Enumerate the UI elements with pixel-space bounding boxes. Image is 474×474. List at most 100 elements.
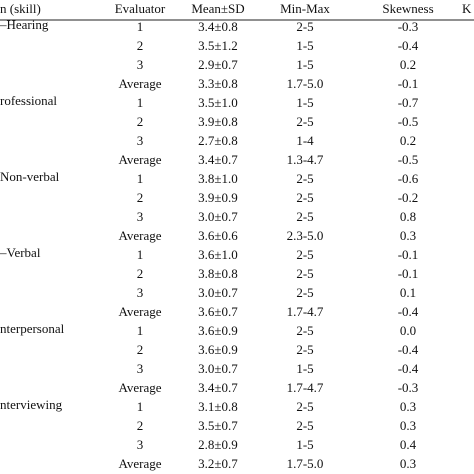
header-cell: K xyxy=(462,1,472,16)
cell: -0.1 xyxy=(398,76,419,91)
cell: 0.4 xyxy=(400,437,417,452)
cell: 3.5±0.7 xyxy=(198,418,238,433)
cell: 1-5 xyxy=(296,38,313,53)
cell: 2 xyxy=(137,114,144,129)
cell: Average xyxy=(118,76,161,91)
cell: 2 xyxy=(137,38,144,53)
cell: -0.4 xyxy=(398,304,419,319)
cell: Average xyxy=(118,304,161,319)
cell: 3.6±1.0 xyxy=(198,247,238,262)
cell: 3.5±1.0 xyxy=(198,95,238,110)
cell: 2 xyxy=(137,418,144,433)
group-label: nterpersonal xyxy=(0,321,65,336)
group-label: nterviewing xyxy=(0,397,63,412)
cell: 3.2±0.7 xyxy=(198,456,238,471)
cell: 2.8±0.9 xyxy=(198,437,238,452)
cell: -0.3 xyxy=(398,19,419,34)
cell: 0.3 xyxy=(400,418,416,433)
cell: 2-5 xyxy=(296,285,313,300)
cell: 1 xyxy=(137,95,144,110)
cell: -0.4 xyxy=(398,38,419,53)
cell: 2-5 xyxy=(296,323,313,338)
group-label: rofessional xyxy=(0,93,57,108)
cell: 2.3-5.0 xyxy=(287,228,324,243)
cell: 3 xyxy=(137,57,144,72)
cell: 3 xyxy=(137,361,144,376)
cell: 2-5 xyxy=(296,266,313,281)
cell: 3.6±0.9 xyxy=(198,323,238,338)
cell: Average xyxy=(118,152,161,167)
cell: 1 xyxy=(137,247,144,262)
cell: 3.5±1.2 xyxy=(198,38,238,53)
cell: 2 xyxy=(137,266,144,281)
cell: -0.1 xyxy=(398,266,419,281)
cell: 3.8±0.8 xyxy=(198,266,238,281)
cell: Average xyxy=(118,380,161,395)
cell: 3.6±0.9 xyxy=(198,342,238,357)
cell: 1-5 xyxy=(296,437,313,452)
cell: 1 xyxy=(137,323,144,338)
header-cell: Mean±SD xyxy=(191,1,244,16)
cell: 2-5 xyxy=(296,418,313,433)
cell: 0.3 xyxy=(400,399,416,414)
cell: 1.7-4.7 xyxy=(287,380,324,395)
cell: 3.0±0.7 xyxy=(198,285,238,300)
cell: 2.7±0.8 xyxy=(198,133,238,148)
cell: 0.2 xyxy=(400,133,416,148)
cell: -0.4 xyxy=(398,342,419,357)
cell: 3.1±0.8 xyxy=(198,399,238,414)
cell: 1-4 xyxy=(296,133,314,148)
cell: 3.9±0.9 xyxy=(198,190,238,205)
cell: 1.7-4.7 xyxy=(287,304,324,319)
group-label: Non-verbal xyxy=(0,169,60,184)
group-label: –Verbal xyxy=(0,245,41,260)
cell: -0.6 xyxy=(398,171,419,186)
cell: 0.0 xyxy=(400,323,416,338)
cell: -0.5 xyxy=(398,152,419,167)
cell: 1-5 xyxy=(296,361,313,376)
cell: 2-5 xyxy=(296,209,313,224)
cell: 3.4±0.7 xyxy=(198,380,238,395)
cell: 2.9±0.7 xyxy=(198,57,238,72)
cell: 3 xyxy=(137,133,144,148)
cell: 3.4±0.7 xyxy=(198,152,238,167)
cell: 2 xyxy=(137,342,144,357)
cell: 3.4±0.8 xyxy=(198,19,238,34)
cell: 2-5 xyxy=(296,190,313,205)
cell: Average xyxy=(118,456,161,471)
cell: 2-5 xyxy=(296,171,313,186)
cell: 0.2 xyxy=(400,57,416,72)
cell: 1 xyxy=(137,171,144,186)
cell: 3.8±1.0 xyxy=(198,171,238,186)
cell: 0.3 xyxy=(400,228,416,243)
header-cell: Evaluator xyxy=(115,1,166,16)
cell: 3.9±0.8 xyxy=(198,114,238,129)
cell: -0.1 xyxy=(398,247,419,262)
cell: 1.3-4.7 xyxy=(287,152,324,167)
cell: 3.0±0.7 xyxy=(198,361,238,376)
cell: 2-5 xyxy=(296,114,313,129)
cell: 2 xyxy=(137,190,144,205)
cell: -0.3 xyxy=(398,380,419,395)
cell: 3.3±0.8 xyxy=(198,76,238,91)
cell: -0.2 xyxy=(398,190,419,205)
cell: -0.5 xyxy=(398,114,419,129)
cell: -0.7 xyxy=(398,95,419,110)
cell: 3 xyxy=(137,285,144,300)
header-cell: n (skill) xyxy=(0,1,41,16)
cell: 3.6±0.7 xyxy=(198,304,238,319)
cell: 1-5 xyxy=(296,95,313,110)
cell: 2-5 xyxy=(296,399,313,414)
cell: 1 xyxy=(137,19,144,34)
cell: 3.6±0.6 xyxy=(198,228,238,243)
cell: 1-5 xyxy=(296,57,313,72)
cell: 3 xyxy=(137,209,144,224)
cell: 1.7-5.0 xyxy=(287,76,324,91)
group-label: –Hearing xyxy=(0,17,49,32)
cell: 0.3 xyxy=(400,456,416,471)
cell: 3.0±0.7 xyxy=(198,209,238,224)
cell: 2-5 xyxy=(296,247,313,262)
cell: 2-5 xyxy=(296,19,313,34)
